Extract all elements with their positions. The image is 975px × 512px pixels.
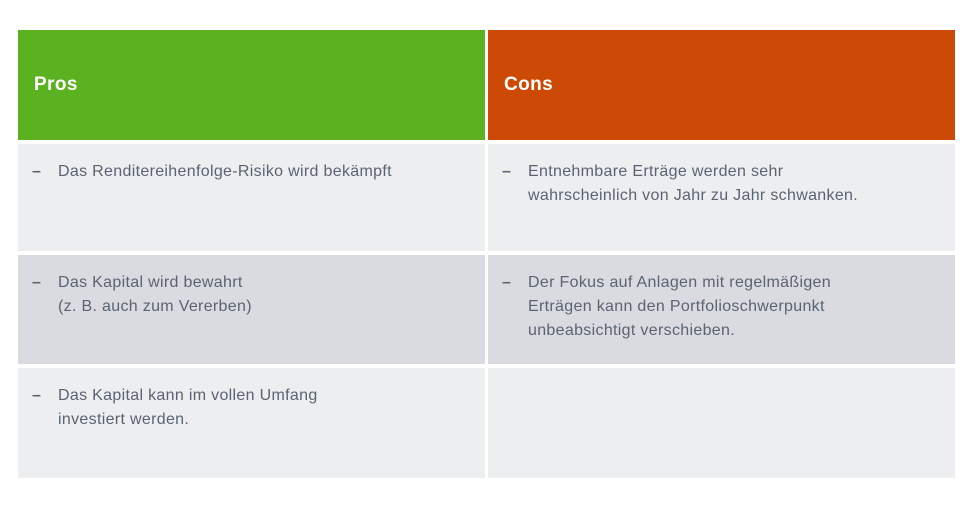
bullet-dash: – — [32, 387, 41, 404]
cons-item-1-text: Entnehmbare Erträge werden sehr wahrsche… — [528, 163, 859, 204]
list-item: – Das Renditereihenfolge-Risiko wird bek… — [18, 144, 485, 184]
bullet-dash: – — [32, 274, 41, 291]
cons-row-3-cell-empty — [488, 368, 955, 478]
list-item: – Das Kapital kann im vollen Umfang inve… — [18, 368, 485, 432]
list-item: – Der Fokus auf Anlagen mit regelmäßigen… — [488, 255, 955, 343]
bullet-dash: – — [502, 274, 511, 291]
pros-row-1-cell: – Das Renditereihenfolge-Risiko wird bek… — [18, 144, 485, 251]
pros-item-3-text: Das Kapital kann im vollen Umfang invest… — [58, 387, 318, 428]
cons-row-1-cell: – Entnehmbare Erträge werden sehr wahrsc… — [488, 144, 955, 251]
bullet-dash: – — [32, 163, 41, 180]
pros-row-3-cell: – Das Kapital kann im vollen Umfang inve… — [18, 368, 485, 478]
bullet-dash: – — [502, 163, 511, 180]
list-item: – Das Kapital wird bewahrt (z. B. auch z… — [18, 255, 485, 319]
cons-item-2-text: Der Fokus auf Anlagen mit regelmäßigen E… — [528, 274, 831, 339]
pros-item-1-text: Das Renditereihenfolge-Risiko wird bekäm… — [58, 163, 392, 180]
pros-row-2-cell: – Das Kapital wird bewahrt (z. B. auch z… — [18, 255, 485, 364]
pros-cons-table: Pros Cons – Das Renditereihenfolge-Risik… — [18, 30, 955, 478]
pros-header-label: Pros — [34, 74, 78, 95]
pros-header-cell: Pros — [18, 30, 485, 140]
cons-header-label: Cons — [504, 74, 554, 95]
pros-item-2-text: Das Kapital wird bewahrt (z. B. auch zum… — [58, 274, 252, 315]
cons-row-2-cell: – Der Fokus auf Anlagen mit regelmäßigen… — [488, 255, 955, 364]
cons-header-cell: Cons — [488, 30, 955, 140]
list-item: – Entnehmbare Erträge werden sehr wahrsc… — [488, 144, 955, 208]
